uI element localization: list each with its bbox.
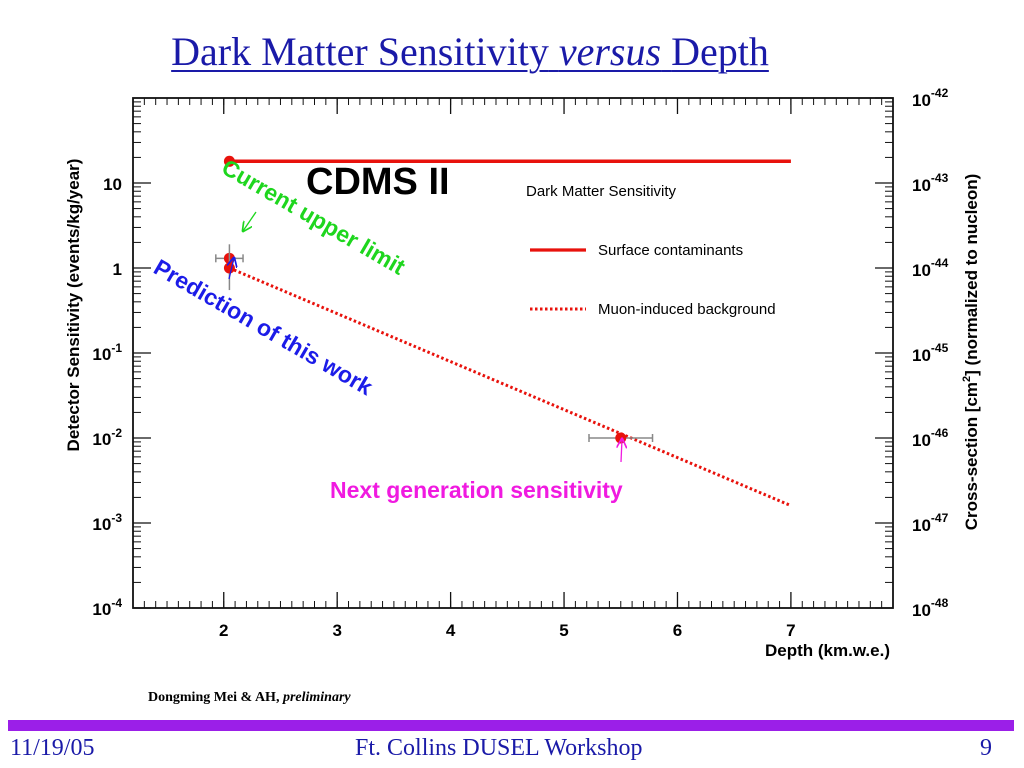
y2-label-sup: 2	[961, 376, 973, 382]
legend-title: Dark Matter Sensitivity	[526, 183, 677, 200]
title-part1: Dark Matter Sensitivity	[171, 29, 549, 74]
arrow-next-generation	[621, 439, 622, 463]
footer-bar	[8, 720, 1014, 731]
data-point-2	[223, 262, 235, 274]
data-point-0	[223, 155, 235, 167]
chart-title: CDMS II	[306, 161, 450, 203]
y-tick-label: 10-3	[92, 511, 122, 534]
slide-title: Dark Matter Sensitivity versus Depth	[0, 28, 940, 75]
y2-tick-label: 10-42	[912, 86, 949, 110]
x-tick-label: 4	[446, 621, 456, 640]
y-axis-label: Detector Sensitivity (events/kg/year)	[64, 159, 83, 452]
y2-label-before: Cross-section [cm	[962, 382, 981, 530]
y-tick-label: 10-1	[92, 341, 122, 364]
credit-authors: Dongming Mei & AH,	[148, 690, 280, 705]
x-tick-label: 2	[219, 621, 228, 640]
y2-axis-label: Cross-section [cm2] (normalized to nucle…	[961, 174, 981, 531]
annotation-next-generation: Next generation sensitivity	[330, 477, 623, 503]
arrow-prediction	[229, 258, 234, 280]
y-tick-label: 10-4	[92, 596, 122, 619]
credit-status: preliminary	[282, 690, 351, 705]
x-tick-label: 7	[786, 621, 795, 640]
y-tick-label: 10	[103, 175, 122, 194]
y2-label-after: ] (normalized to nucleon)	[962, 174, 981, 376]
footer-event: Ft. Collins DUSEL Workshop	[355, 735, 643, 761]
data-point-3	[615, 432, 627, 444]
series-line-1	[228, 266, 792, 508]
title-italic: versus	[558, 29, 662, 74]
x-axis-label: Depth (km.w.e.)	[765, 641, 890, 660]
y-tick-label: 10-2	[92, 426, 122, 449]
y2-tick-label: 10-46	[912, 426, 949, 450]
y2-tick-label: 10-45	[912, 341, 949, 365]
y2-tick-label: 10-47	[912, 511, 949, 535]
x-tick-label: 3	[332, 621, 341, 640]
y-tick-label: 1	[113, 260, 122, 279]
title-part2: Depth	[671, 29, 769, 74]
arrow-current-upper-limit	[243, 211, 257, 231]
sensitivity-chart: 2 3 4 5 6 7 10 1 10-1 10-2 10-3 10-4 10-42 10-43 10-…	[64, 86, 981, 660]
y2-tick-label: 10-48	[912, 596, 949, 620]
y2-tick-label: 10-43	[912, 171, 949, 195]
footer-page: 9	[980, 735, 992, 761]
legend-label-muon: Muon-induced background	[598, 301, 776, 318]
credit-line: Dongming Mei & AH, preliminary	[148, 690, 351, 706]
x-tick-label: 5	[559, 621, 568, 640]
y2-tick-label: 10-44	[912, 256, 949, 280]
x-tick-label: 6	[673, 621, 682, 640]
legend-label-surface: Surface contaminants	[598, 242, 743, 259]
footer-date: 11/19/05	[10, 735, 95, 761]
